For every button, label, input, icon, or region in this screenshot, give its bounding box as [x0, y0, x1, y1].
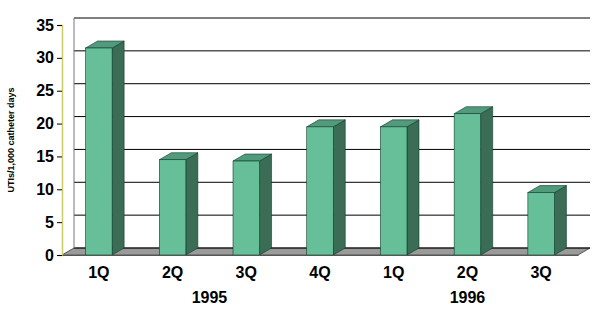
y-tick-label: 30: [36, 49, 54, 66]
y-tick-mark: [57, 58, 62, 59]
bar-side: [554, 186, 566, 255]
bar-group: [528, 186, 567, 255]
y-tick: 25: [36, 82, 62, 99]
x-tick: 1Q: [383, 255, 404, 281]
bar: [454, 114, 481, 255]
y-tick-label: 20: [36, 115, 54, 132]
group-label: 1996: [450, 289, 486, 306]
y-tick-label: 10: [36, 181, 54, 198]
grid-line: [74, 116, 590, 117]
bar-top: [454, 107, 493, 114]
back-wall-edge: [74, 18, 75, 248]
y-tick-mark: [57, 156, 62, 157]
y-tick: 20: [36, 115, 62, 132]
y-axis: 0 5 10 15 20 25 30 35: [36, 17, 62, 264]
x-tick: 3Q: [236, 255, 257, 281]
chart: 0 5 10 15 20 25 30 35 1Q 2Q 3Q 4Q 1Q 2Q 3Q 1995 1996 UTIs…: [0, 0, 600, 320]
bar-group: [233, 154, 272, 255]
x-tick: 4Q: [309, 255, 330, 281]
x-tick-label: 1Q: [383, 264, 404, 281]
y-tick-label: 25: [36, 82, 54, 99]
bar-group: [307, 120, 346, 255]
y-tick-mark: [57, 222, 62, 223]
grid-line: [74, 83, 590, 84]
bar-group: [86, 41, 125, 255]
y-tick: 15: [36, 148, 62, 165]
x-axis: 1Q 2Q 3Q 4Q 1Q 2Q 3Q: [63, 255, 579, 281]
x-tick-label: 1Q: [88, 264, 109, 281]
y-tick: 10: [36, 181, 62, 198]
bar-side: [112, 41, 124, 255]
bar: [307, 127, 334, 255]
y-tick-label: 15: [36, 148, 54, 165]
y-tick-label: 35: [36, 17, 54, 34]
x-tick-label: 3Q: [236, 264, 257, 281]
x-tick: 2Q: [457, 255, 478, 281]
group-label: 1995: [192, 289, 228, 306]
bar: [380, 127, 407, 255]
bar-top: [159, 153, 198, 160]
x-tick: 1Q: [88, 255, 109, 281]
bar-top: [380, 120, 419, 127]
y-tick: 0: [45, 247, 62, 264]
bar-side: [407, 120, 419, 255]
grid-line: [74, 50, 590, 51]
x-axis-line: [63, 255, 579, 256]
x-tick-label: 2Q: [457, 264, 478, 281]
y-tick: 35: [36, 17, 62, 34]
bar: [86, 48, 113, 255]
bar-top: [528, 186, 567, 193]
bar-group: [454, 107, 493, 255]
x-tick: 3Q: [530, 255, 551, 281]
y-tick-mark: [57, 189, 62, 190]
bar-side: [260, 154, 272, 255]
y-tick-mark: [57, 91, 62, 92]
bar-top: [307, 120, 346, 127]
y-axis-title: UTIs/1,000 catheter days: [6, 87, 16, 192]
y-tick-mark: [57, 255, 62, 256]
x-tick: 2Q: [162, 255, 183, 281]
y-axis-line: [57, 26, 63, 256]
y-tick: 30: [36, 49, 62, 66]
bar: [528, 193, 555, 255]
bar-side: [481, 107, 493, 255]
bar-side: [186, 153, 198, 255]
y-tick-mark: [57, 124, 62, 125]
x-tick-label: 2Q: [162, 264, 183, 281]
bar-top: [86, 41, 125, 48]
bar-side: [333, 120, 345, 255]
y-tick-label: 5: [45, 214, 54, 231]
y-tick: 5: [45, 214, 62, 231]
bar-group: [380, 120, 419, 255]
y-tick-mark: [57, 25, 62, 26]
grid-line: [74, 18, 590, 19]
bars: [86, 41, 567, 255]
x-tick-label: 4Q: [309, 264, 330, 281]
y-tick-label: 0: [45, 247, 54, 264]
x-tick-label: 3Q: [530, 264, 551, 281]
bar: [159, 160, 186, 255]
bar-top: [233, 154, 272, 161]
bar-group: [159, 153, 198, 255]
bar: [233, 161, 260, 255]
